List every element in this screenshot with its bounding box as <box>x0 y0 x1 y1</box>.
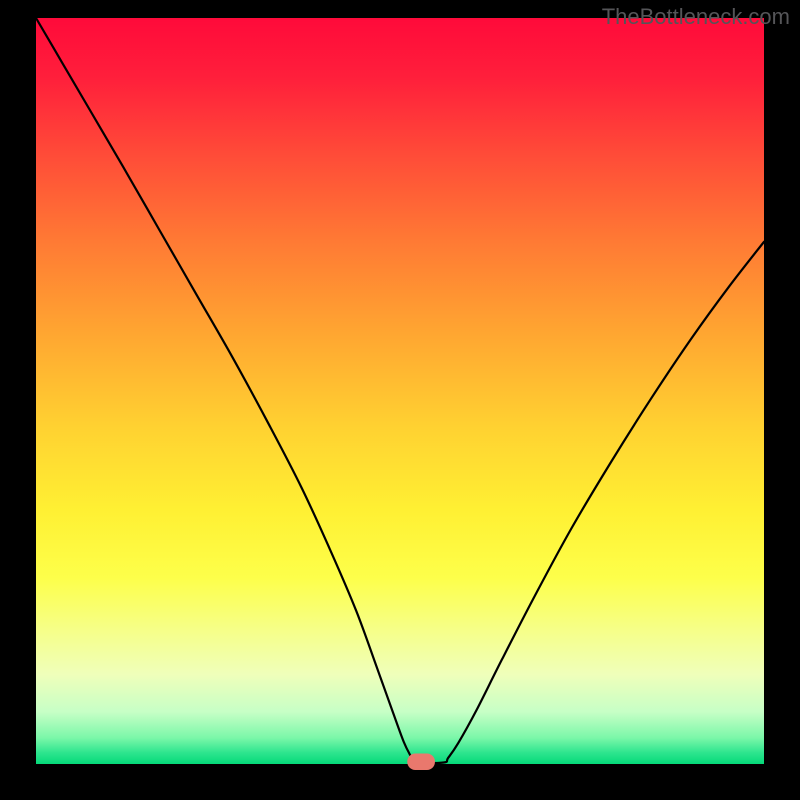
chart-svg <box>0 0 800 800</box>
minimum-marker <box>407 754 435 770</box>
watermark-text: TheBottleneck.com <box>602 4 790 30</box>
chart-frame: TheBottleneck.com <box>0 0 800 800</box>
